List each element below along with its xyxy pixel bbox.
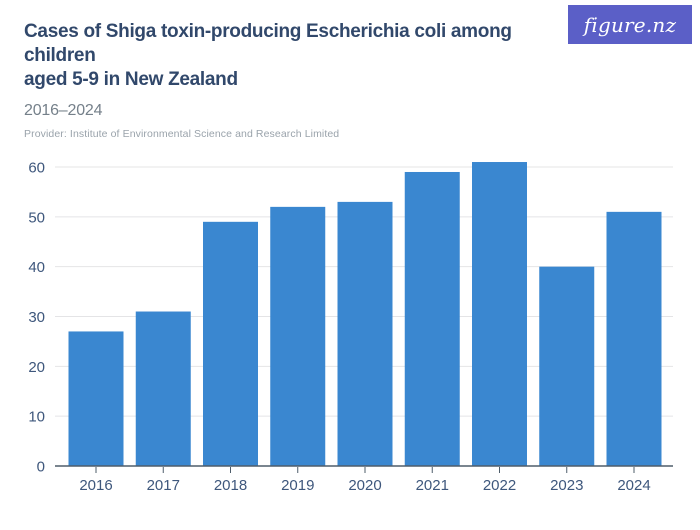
x-axis-label: 2018 bbox=[214, 477, 247, 494]
x-axis-label: 2021 bbox=[416, 477, 449, 494]
figurenz-logo[interactable]: figure.nz bbox=[568, 5, 692, 44]
bar-2018[interactable] bbox=[203, 221, 258, 466]
header: Cases of Shiga toxin-producing Escherich… bbox=[24, 20, 564, 140]
bar-2020[interactable] bbox=[337, 201, 393, 466]
bar-2019[interactable] bbox=[270, 206, 326, 466]
bar-chart: 0 10 20 30 40 50 60 2016 2017 2018 2019 2020 2021 202… bbox=[28, 160, 673, 494]
y-axis-label: 30 bbox=[28, 309, 45, 326]
bar-2017[interactable] bbox=[135, 311, 191, 466]
chart-subtitle: 2016–2024 bbox=[24, 102, 103, 119]
bar-2016[interactable] bbox=[68, 331, 124, 466]
x-axis-label: 2022 bbox=[483, 477, 516, 494]
y-axis-label: 40 bbox=[28, 259, 45, 276]
y-axis-label: 20 bbox=[28, 359, 45, 376]
x-axis-label: 2016 bbox=[79, 477, 112, 494]
bar-2024[interactable] bbox=[606, 211, 662, 466]
y-axis-label: 0 bbox=[37, 459, 45, 476]
x-axis-label: 2024 bbox=[617, 477, 650, 494]
title-line-2: aged 5-9 in New Zealand bbox=[24, 69, 238, 90]
x-axis-label: 2020 bbox=[348, 477, 381, 494]
title-line-1: Cases of Shiga toxin-producing Escherich… bbox=[24, 21, 512, 66]
provider-credit: Provider: Institute of Environmental Sci… bbox=[24, 128, 340, 140]
page-title: Cases of Shiga toxin-producing Escherich… bbox=[24, 20, 564, 92]
y-axis-label: 60 bbox=[28, 160, 45, 177]
bar-2022[interactable] bbox=[472, 162, 527, 466]
y-axis-label: 50 bbox=[28, 209, 45, 226]
y-axis-label: 10 bbox=[28, 409, 45, 426]
x-axis-label: 2023 bbox=[550, 477, 583, 494]
chart-area: 0 10 20 30 40 50 60 2016 2017 2018 2019 2020 2021 202… bbox=[0, 140, 700, 525]
bar-2023[interactable] bbox=[539, 266, 595, 466]
x-axis-label: 2019 bbox=[281, 477, 314, 494]
x-axis-label: 2017 bbox=[147, 477, 180, 494]
bar-2021[interactable] bbox=[404, 171, 460, 466]
